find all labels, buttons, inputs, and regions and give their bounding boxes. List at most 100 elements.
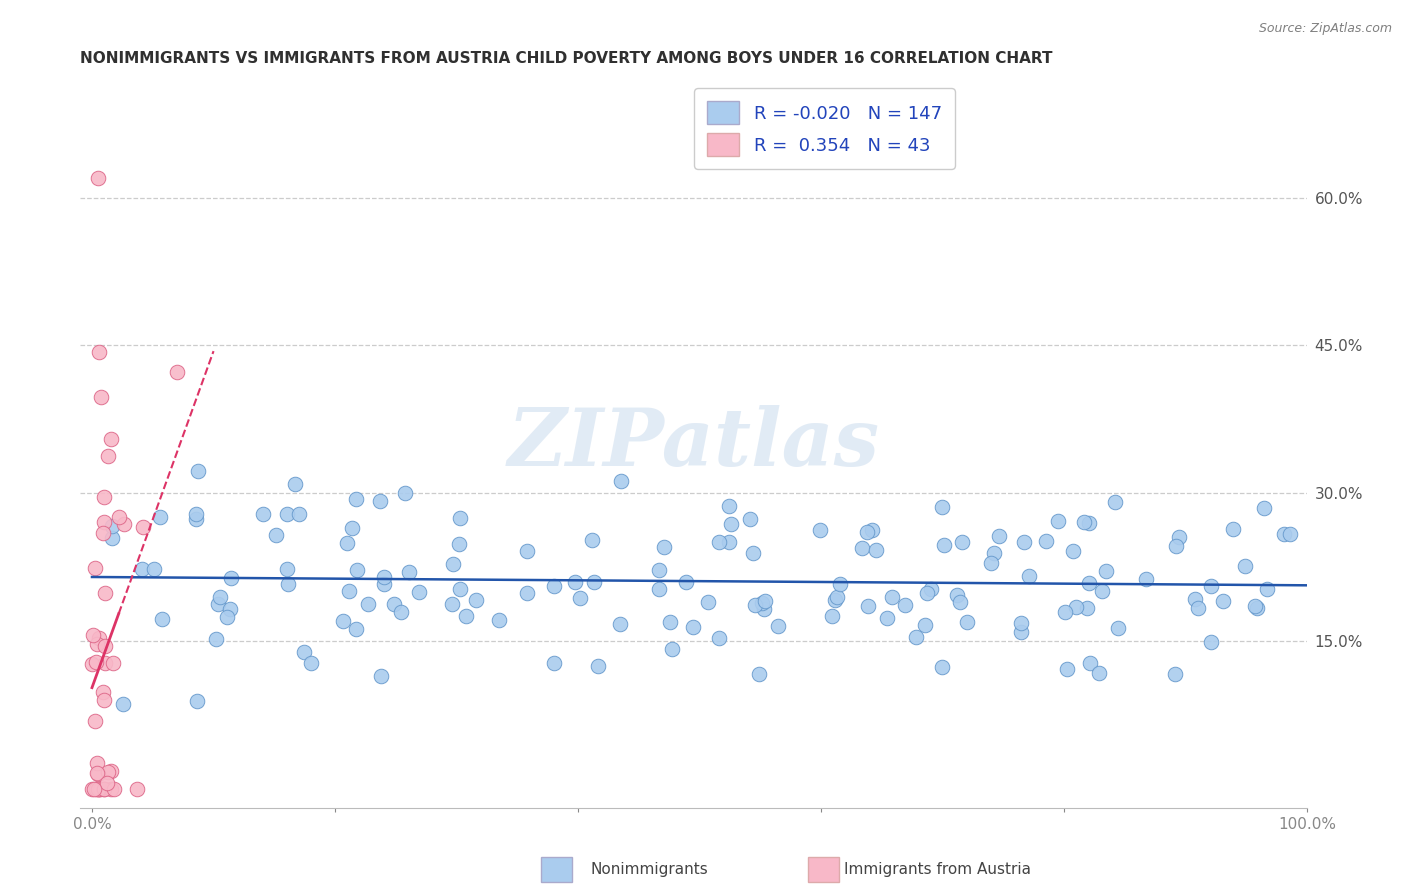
Point: [125, 781, 148, 796]
Point: [858, 599, 880, 614]
Point: [87, 345, 110, 359]
Point: [543, 579, 565, 593]
Point: [337, 583, 360, 598]
Point: [1256, 582, 1278, 596]
Point: [1199, 579, 1222, 593]
Point: [738, 512, 761, 526]
Point: [946, 588, 969, 602]
Point: [284, 476, 307, 491]
Point: [1244, 599, 1267, 614]
Point: [950, 534, 973, 549]
Text: NONIMMIGRANTS VS IMMIGRANTS FROM AUSTRIA CHILD POVERTY AMONG BOYS UNDER 16 CORRE: NONIMMIGRANTS VS IMMIGRANTS FROM AUSTRIA…: [80, 51, 1052, 66]
Point: [1080, 656, 1102, 670]
Point: [855, 524, 877, 539]
Point: [344, 492, 367, 507]
Point: [1062, 544, 1084, 558]
Point: [87, 767, 110, 781]
Point: [100, 781, 122, 796]
Point: [931, 500, 953, 515]
Point: [1073, 515, 1095, 529]
Point: [609, 617, 631, 632]
Point: [357, 597, 380, 611]
Point: [301, 656, 323, 670]
Point: [647, 582, 669, 596]
Point: [346, 622, 368, 636]
Point: [1234, 558, 1257, 573]
Point: [1035, 533, 1057, 548]
Point: [87, 170, 110, 185]
Point: [652, 540, 675, 554]
Point: [915, 586, 938, 600]
Point: [93, 781, 115, 796]
Point: [82, 657, 104, 671]
Point: [252, 507, 274, 521]
Point: [187, 464, 209, 478]
Point: [84, 560, 107, 574]
Point: [91, 526, 114, 541]
Point: [86, 765, 108, 780]
Point: [449, 511, 471, 525]
Point: [707, 535, 730, 549]
Point: [103, 656, 125, 670]
Point: [277, 577, 299, 591]
Point: [983, 546, 1005, 560]
Point: [80, 781, 103, 796]
Point: [718, 535, 741, 549]
Point: [876, 611, 898, 625]
Point: [373, 577, 395, 591]
Point: [441, 597, 464, 611]
Point: [1054, 605, 1077, 619]
Point: [166, 366, 188, 380]
Point: [408, 585, 430, 599]
Point: [1077, 516, 1099, 530]
Point: [208, 590, 231, 604]
Point: [112, 517, 135, 532]
Point: [447, 537, 470, 551]
Point: [956, 615, 979, 629]
Point: [93, 781, 115, 796]
Point: [905, 630, 928, 644]
Point: [131, 561, 153, 575]
Point: [207, 597, 229, 611]
Point: [820, 608, 842, 623]
Point: [217, 609, 239, 624]
Point: [332, 614, 354, 628]
Point: [709, 631, 731, 645]
Point: [1184, 591, 1206, 606]
Point: [568, 591, 591, 606]
Point: [465, 593, 488, 607]
Point: [825, 590, 848, 604]
Text: Nonimmigrants: Nonimmigrants: [591, 863, 709, 877]
Point: [84, 781, 107, 796]
Text: Immigrants from Austria: Immigrants from Austria: [844, 863, 1031, 877]
Point: [1253, 500, 1275, 515]
Point: [658, 615, 681, 629]
Point: [581, 533, 603, 547]
Point: [1107, 622, 1129, 636]
Point: [204, 632, 226, 647]
Point: [101, 518, 124, 533]
Point: [1135, 572, 1157, 586]
Point: [830, 576, 852, 591]
Point: [86, 781, 108, 796]
Point: [90, 390, 112, 404]
Point: [394, 486, 416, 500]
Point: [920, 582, 942, 596]
Point: [697, 594, 720, 608]
Point: [456, 608, 478, 623]
Point: [914, 618, 936, 632]
Point: [186, 694, 208, 708]
Point: [1010, 625, 1032, 640]
Point: [747, 667, 769, 681]
Point: [373, 570, 395, 584]
Text: ZIPatlas: ZIPatlas: [508, 405, 880, 483]
Point: [1199, 634, 1222, 648]
Point: [824, 592, 846, 607]
Point: [93, 692, 115, 706]
Point: [1166, 539, 1188, 553]
Point: [516, 586, 538, 600]
Point: [96, 775, 118, 789]
Point: [516, 544, 538, 558]
Point: [1046, 514, 1069, 528]
Point: [744, 598, 766, 612]
